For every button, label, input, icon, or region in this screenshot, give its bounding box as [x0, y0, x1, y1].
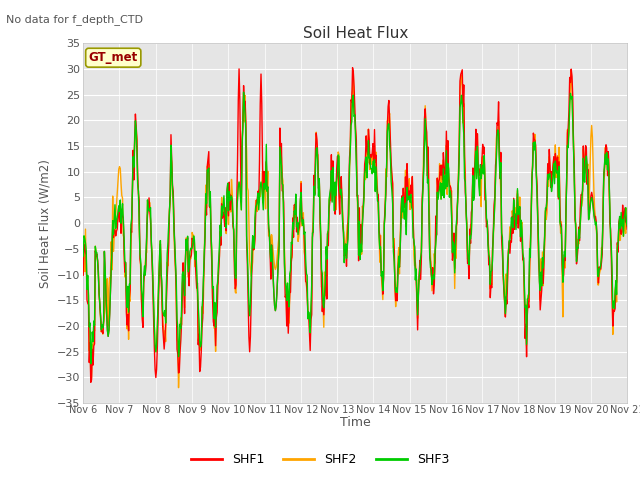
Line: SHF2: SHF2	[83, 71, 627, 388]
SHF3	[201, 234, 209, 240]
SHF2	[623, 224, 631, 229]
SHF2	[568, 68, 575, 73]
SHF2	[175, 385, 182, 391]
Text: No data for f_depth_CTD: No data for f_depth_CTD	[6, 14, 143, 25]
SHF1	[87, 379, 95, 385]
Title: Soil Heat Flux: Soil Heat Flux	[303, 25, 408, 41]
SHF3	[423, 148, 431, 154]
SHF1	[79, 272, 87, 278]
SHF1	[146, 206, 154, 212]
Text: GT_met: GT_met	[88, 51, 138, 64]
SHF3	[230, 229, 237, 235]
Line: SHF3: SHF3	[83, 92, 627, 364]
SHF1	[349, 65, 356, 71]
SHF1	[230, 227, 237, 232]
SHF1	[439, 177, 447, 182]
Y-axis label: Soil Heat Flux (W/m2): Soil Heat Flux (W/m2)	[38, 159, 51, 288]
SHF2	[145, 201, 153, 207]
SHF3	[79, 253, 87, 259]
SHF1	[423, 129, 431, 135]
SHF3	[90, 318, 98, 324]
SHF1	[90, 343, 98, 349]
SHF2	[438, 162, 445, 168]
Legend: SHF1, SHF2, SHF3: SHF1, SHF2, SHF3	[186, 448, 454, 471]
SHF3	[146, 208, 154, 214]
SHF2	[89, 352, 97, 358]
SHF2	[201, 220, 209, 226]
SHF3	[87, 361, 95, 367]
Line: SHF1: SHF1	[83, 68, 627, 382]
SHF3	[240, 89, 248, 95]
SHF3	[623, 223, 631, 228]
SHF2	[422, 120, 430, 126]
SHF1	[201, 233, 209, 239]
SHF1	[623, 226, 631, 232]
SHF3	[439, 192, 447, 198]
SHF2	[230, 238, 237, 243]
SHF2	[79, 245, 87, 251]
X-axis label: Time: Time	[340, 416, 371, 429]
